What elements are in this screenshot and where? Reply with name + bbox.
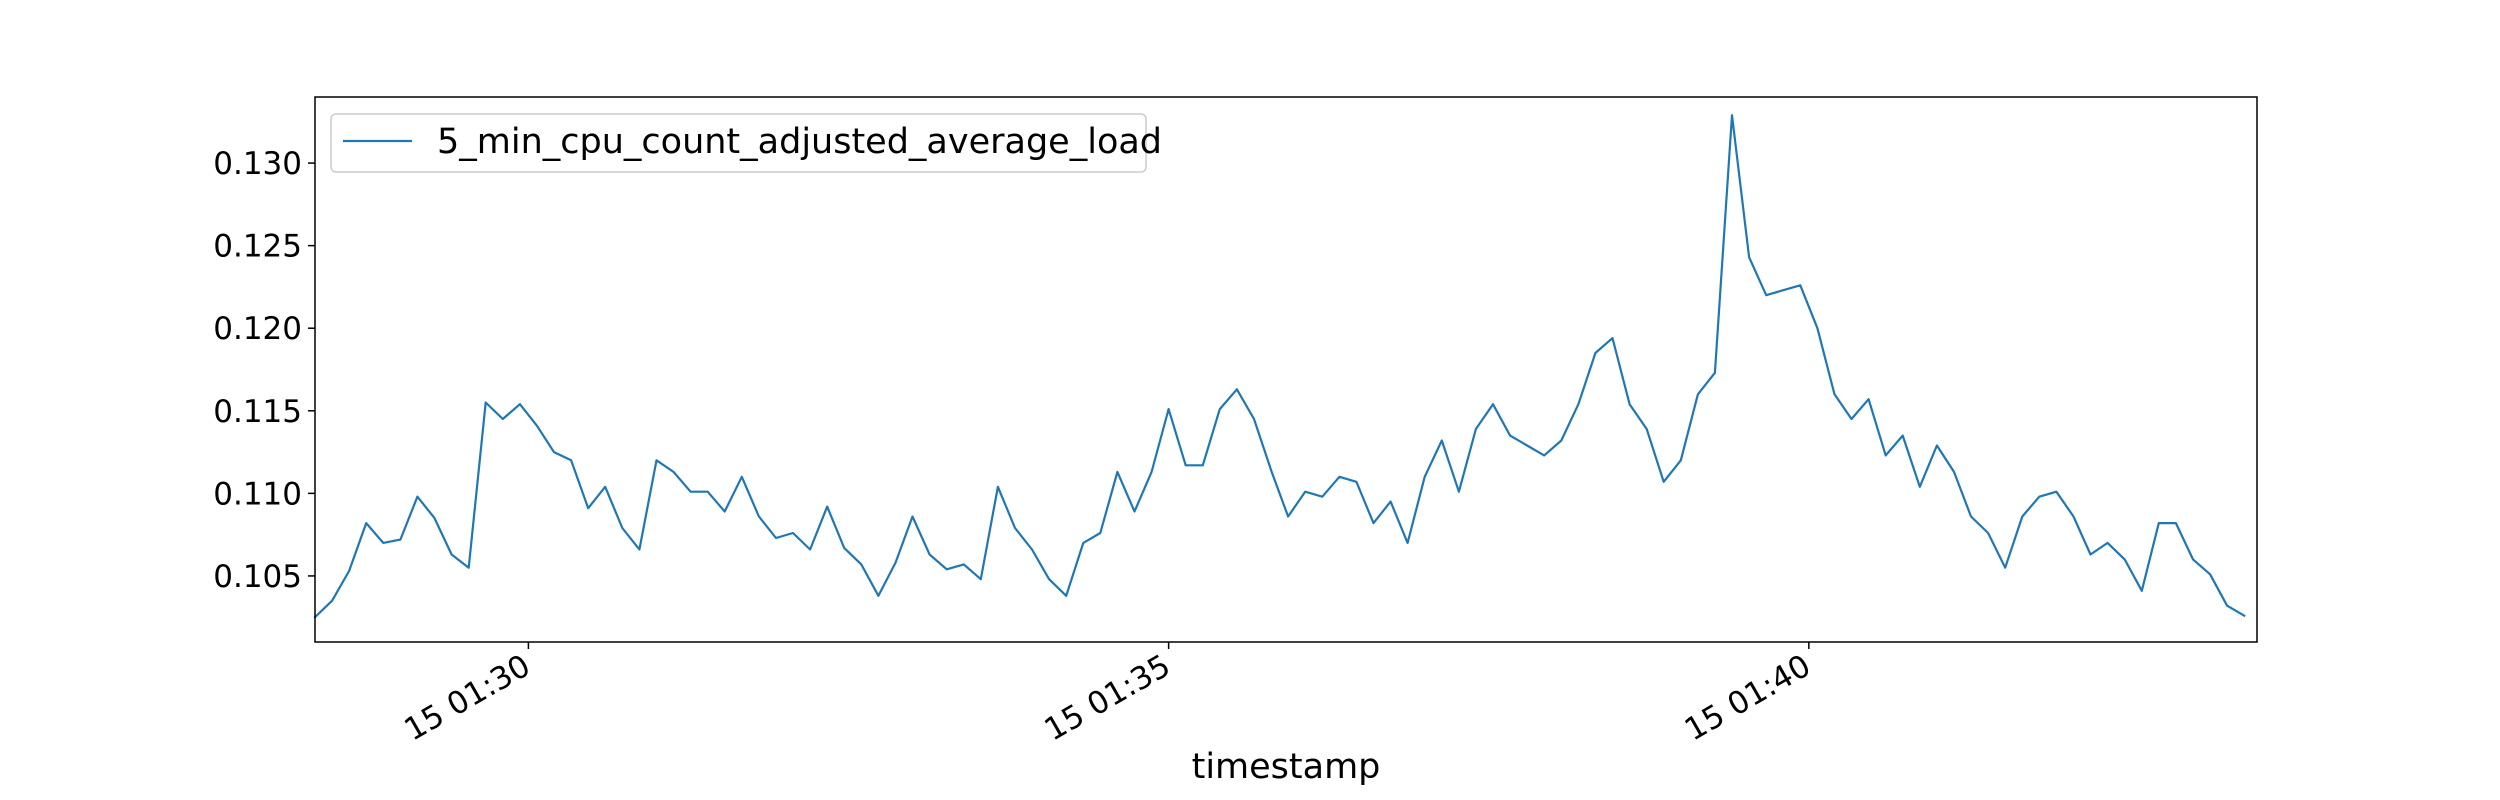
legend-label: 5_min_cpu_count_adjusted_average_load <box>437 122 1162 162</box>
y-tick-label: 0.120 <box>213 311 302 347</box>
plot-frame <box>315 97 2257 642</box>
series-layer <box>313 114 2246 619</box>
plot-border <box>314 96 2258 643</box>
series-line <box>313 114 2246 619</box>
x-axis-title: timestamp <box>1192 747 1381 787</box>
y-tick-label: 0.115 <box>213 394 302 430</box>
plot-area <box>313 96 2258 643</box>
y-axis: 0.105 0.110 0.115 0.120 0.125 0.130 <box>213 146 315 595</box>
legend-box <box>330 113 1147 173</box>
y-tick-label: 0.105 <box>213 559 302 595</box>
y-tick-label: 0.110 <box>213 476 302 512</box>
y-tick-label: 0.125 <box>213 229 302 265</box>
y-tick-label: 0.130 <box>213 146 302 182</box>
legend: 5_min_cpu_count_adjusted_average_load <box>330 113 1162 173</box>
